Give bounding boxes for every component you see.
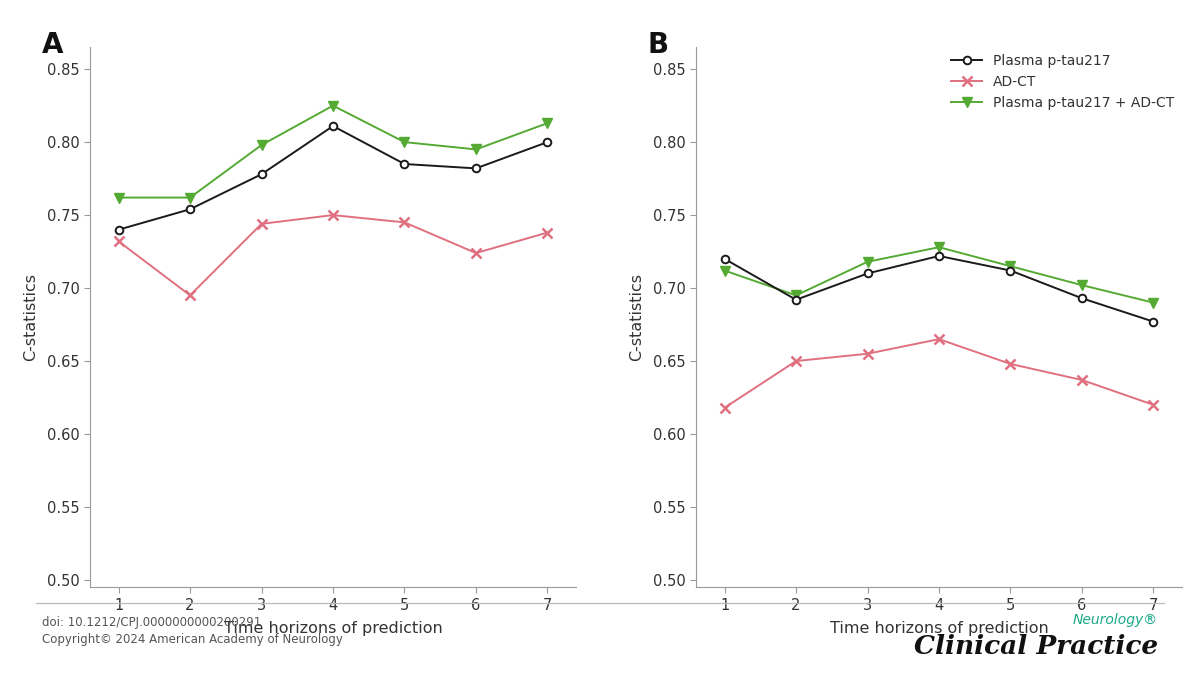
Text: B: B [648,31,668,59]
Text: A: A [41,31,62,59]
Legend: Plasma p-tau217, AD-CT, Plasma p-tau217 + AD-CT: Plasma p-tau217, AD-CT, Plasma p-tau217 … [946,49,1180,116]
X-axis label: Time horizons of prediction: Time horizons of prediction [829,621,1049,636]
Text: Clinical Practice: Clinical Practice [914,634,1158,659]
Text: doi: 10.1212/CPJ.0000000000200291: doi: 10.1212/CPJ.0000000000200291 [42,616,262,628]
X-axis label: Time horizons of prediction: Time horizons of prediction [223,621,443,636]
Y-axis label: C-statistics: C-statistics [629,273,644,361]
Text: Neurology®: Neurology® [1073,613,1158,627]
Text: Copyright© 2024 American Academy of Neurology: Copyright© 2024 American Academy of Neur… [42,633,343,646]
Y-axis label: C-statistics: C-statistics [23,273,38,361]
